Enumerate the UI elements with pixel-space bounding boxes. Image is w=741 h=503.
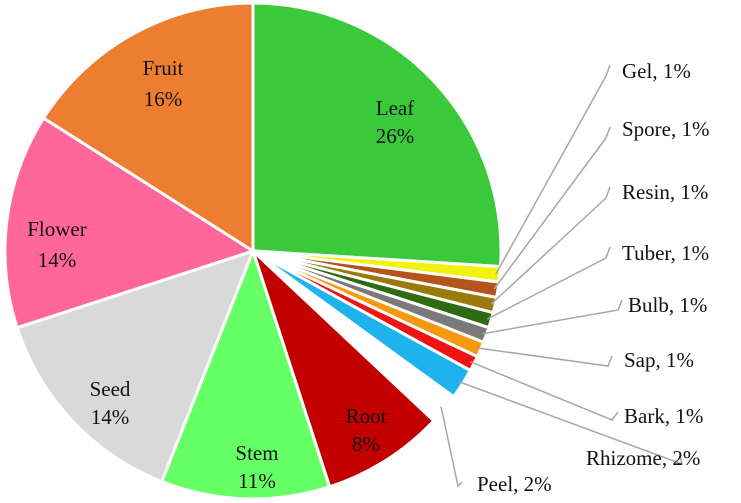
- pie-slice-fruit: [41, 1, 255, 254]
- slice-label-sap: Sap, 1%: [624, 348, 694, 372]
- slice-value-seed: 14%: [91, 405, 130, 429]
- slice-value-stem: 11%: [238, 469, 276, 493]
- leader-line-gel: [495, 64, 611, 275]
- slice-label-fruit: Fruit: [143, 56, 184, 80]
- slice-value-root: 8%: [352, 432, 380, 456]
- slice-label-spore: Spore, 1%: [622, 117, 710, 141]
- slice-value-leaf: 26%: [376, 124, 415, 148]
- pie-slices: [3, 1, 503, 501]
- pie-slice-leaf: [251, 1, 503, 269]
- leader-line-resin: [490, 186, 611, 305]
- slice-label-rhizome: Rhizome, 2%: [586, 446, 700, 470]
- leader-line-bulb: [482, 299, 623, 335]
- pie-slice-stem: [159, 246, 332, 501]
- slice-label-seed: Seed: [90, 377, 131, 401]
- slice-label-gel: Gel, 1%: [622, 59, 691, 83]
- slice-label-leaf: Leaf: [376, 96, 414, 120]
- leader-line-peel: [440, 406, 463, 488]
- leader-line-tuber: [486, 246, 611, 320]
- slice-label-flower: Flower: [27, 217, 87, 241]
- leader-line-spore: [493, 126, 611, 290]
- slice-value-flower: 14%: [38, 248, 77, 272]
- slice-label-tuber: Tuber, 1%: [622, 241, 709, 265]
- slice-label-resin: Resin, 1%: [622, 180, 708, 204]
- slice-label-stem: Stem: [235, 441, 278, 465]
- pie-slice-root: [251, 249, 436, 489]
- leader-line-bark: [470, 361, 619, 421]
- slice-labels: Leaf 26% Gel, 1% Spore, 1% Resin, 1% Tuber, 1…: [27, 56, 709, 496]
- slice-label-peel: Peel, 2%: [477, 472, 552, 496]
- leader-line-sap: [476, 347, 613, 367]
- slice-label-bulb: Bulb, 1%: [628, 293, 707, 317]
- leader-line-rhizome: [458, 380, 684, 466]
- pie-slice-flower: [3, 116, 257, 330]
- leader-lines: [440, 64, 684, 488]
- slice-label-bark: Bark, 1%: [624, 404, 703, 428]
- slice-value-fruit: 16%: [144, 87, 183, 111]
- slice-label-root: Root: [346, 404, 387, 428]
